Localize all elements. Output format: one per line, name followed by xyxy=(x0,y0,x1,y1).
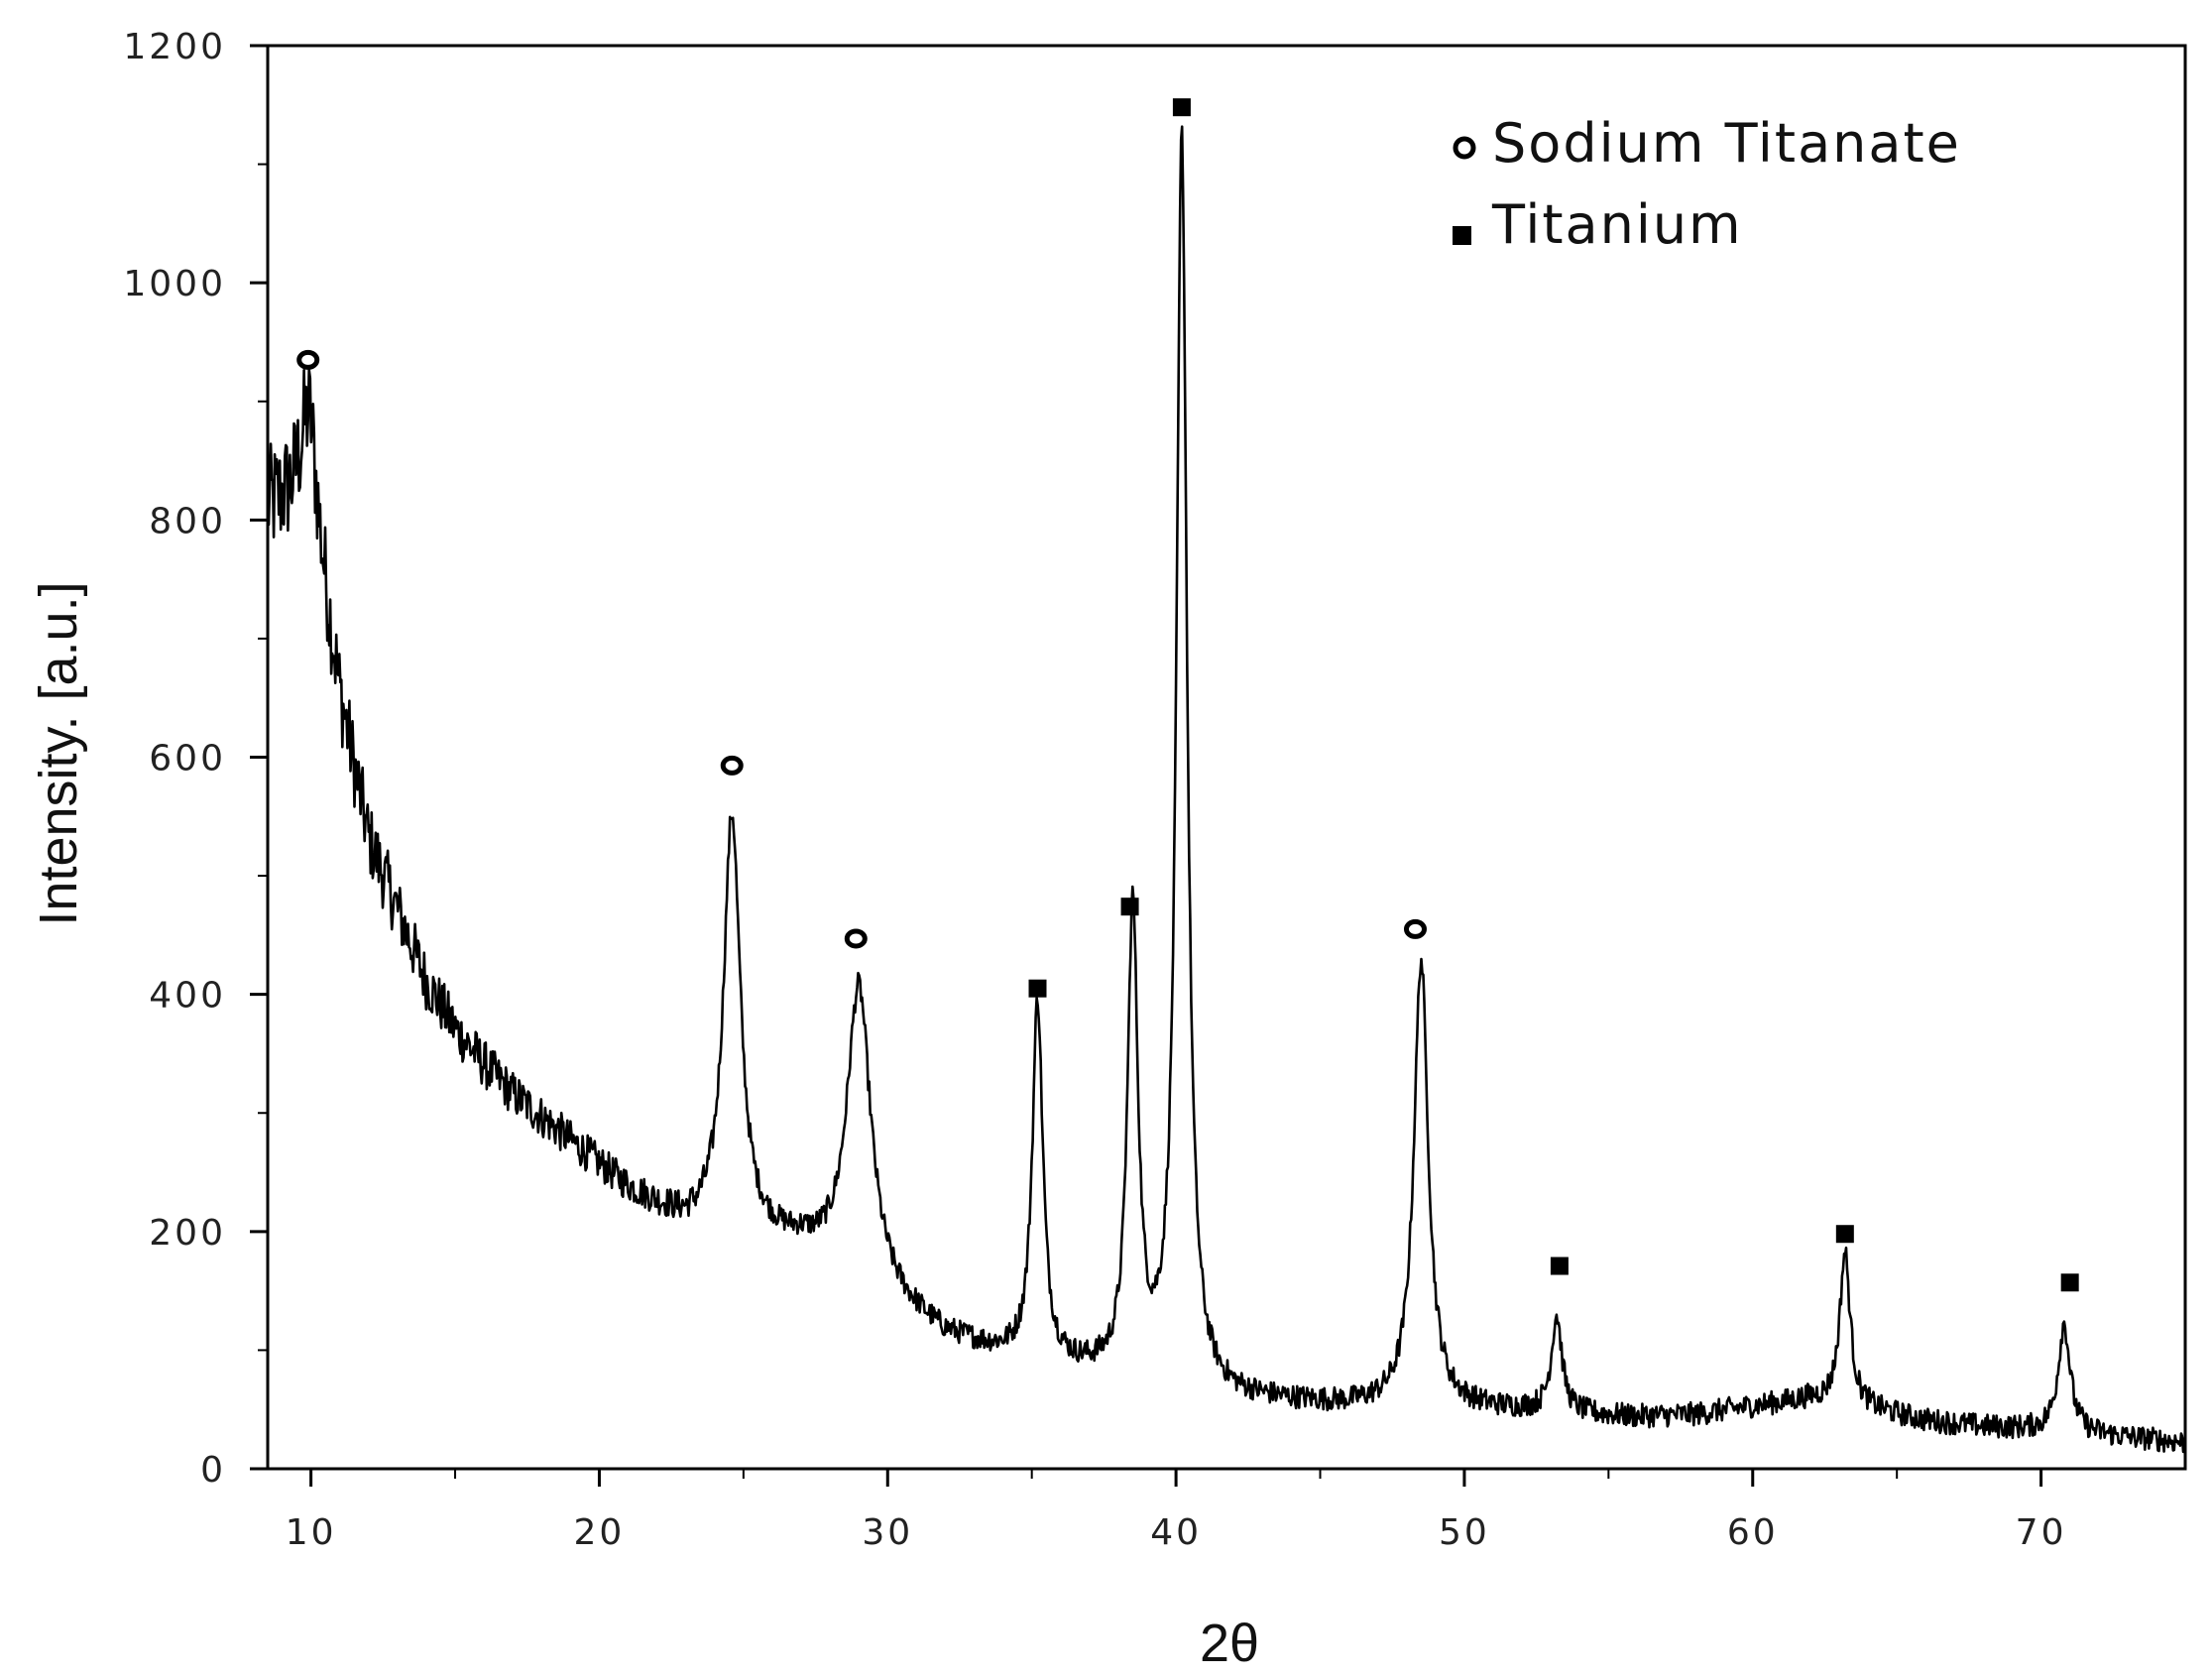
y-tick-label: 400 xyxy=(149,976,226,1017)
y-tick-label: 1000 xyxy=(123,264,226,304)
titanium-marker xyxy=(1550,1257,1569,1275)
legend-label-titanium: Titanium xyxy=(1491,193,1743,256)
x-tick-label: 50 xyxy=(1439,1512,1490,1553)
y-tick-label: 200 xyxy=(149,1213,226,1254)
peak-markers xyxy=(296,98,2079,1292)
x-tick-label: 70 xyxy=(2016,1512,2067,1553)
legend-square-icon xyxy=(1453,226,1471,245)
x-tick-label: 30 xyxy=(862,1512,913,1553)
x-tick-label: 60 xyxy=(1727,1512,1779,1553)
titanium-marker xyxy=(1120,898,1139,916)
titanium-marker xyxy=(1172,98,1191,117)
xrd-pattern-line xyxy=(266,125,2187,1454)
x-axis-title: 2θ xyxy=(1200,1614,1259,1673)
legend: Sodium Titanate Titanium xyxy=(1453,112,1961,256)
sodium-titanate-marker xyxy=(720,755,744,776)
sodium-titanate-marker xyxy=(844,928,868,949)
legend-circle-icon xyxy=(1453,136,1476,160)
titanium-marker xyxy=(2060,1273,2079,1292)
x-tick-label: 20 xyxy=(574,1512,626,1553)
legend-label-sodium-titanate: Sodium Titanate xyxy=(1492,112,1961,175)
y-tick-label: 800 xyxy=(149,501,226,541)
x-tick-label: 40 xyxy=(1150,1512,1202,1553)
y-tick-label: 0 xyxy=(200,1450,226,1491)
y-tick-label: 600 xyxy=(149,739,226,780)
x-axis: 10 20 30 40 50 60 70 xyxy=(286,1469,2067,1553)
sodium-titanate-marker xyxy=(296,349,320,370)
y-tick-label: 1200 xyxy=(123,27,226,67)
sodium-titanate-marker xyxy=(1403,918,1427,939)
y-axis: 0 200 400 600 800 1000 1200 xyxy=(123,27,268,1491)
y-axis-title: Intensity. [a.u.] xyxy=(29,581,88,925)
x-tick-label: 10 xyxy=(286,1512,337,1553)
titanium-marker xyxy=(1028,979,1047,998)
plot-frame xyxy=(266,44,2187,1471)
titanium-marker xyxy=(1835,1225,1854,1244)
